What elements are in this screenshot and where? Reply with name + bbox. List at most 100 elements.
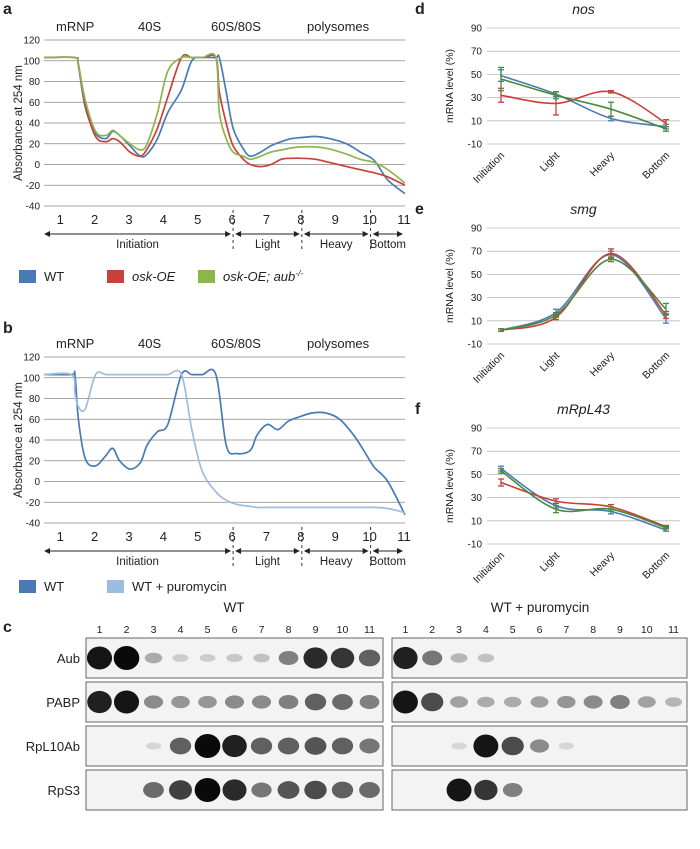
y-tick-label: 70 — [471, 47, 483, 58]
y-tick-label: 90 — [471, 424, 483, 435]
y-tick-label: -20 — [26, 181, 41, 192]
blot-band — [393, 646, 418, 670]
blot-band — [87, 690, 112, 714]
group-arrow-head — [44, 548, 50, 554]
lane-number: 11 — [668, 624, 679, 636]
blot-band — [331, 781, 354, 799]
fraction-number: 11 — [397, 529, 411, 544]
profile-line-osk-oe-aub- — [43, 52, 406, 184]
profile-header-label: mRNP — [56, 19, 94, 34]
group-arrow-head — [303, 548, 310, 554]
y-axis-label: mRNA level (%) — [444, 49, 456, 123]
fraction-number: 11 — [397, 212, 411, 227]
x-tick-label: Heavy — [588, 149, 618, 179]
blot-band — [359, 694, 380, 710]
fraction-number: 6 — [228, 212, 235, 227]
mrna-chart-nos: nos -10 10 30 50 70 90 mRNA level (%) Initiation… — [444, 1, 680, 186]
y-tick-label: 40 — [29, 119, 41, 130]
y-tick-label: 120 — [23, 353, 40, 364]
lane-number: 3 — [151, 624, 157, 636]
lane-number: 8 — [590, 624, 596, 636]
blot-band — [530, 696, 549, 708]
mrna-line — [500, 467, 667, 531]
legend-swatch — [198, 270, 215, 283]
blot-band — [558, 742, 574, 750]
blot-band — [172, 654, 189, 662]
fraction-number: 10 — [362, 212, 376, 227]
x-tick-label: Light — [538, 350, 563, 375]
fraction-number: 10 — [362, 529, 376, 544]
y-tick-label: 70 — [471, 447, 483, 458]
group-label: Heavy — [320, 239, 353, 251]
blot-band — [194, 778, 221, 802]
legend-swatch — [19, 270, 36, 283]
y-tick-label: 90 — [471, 24, 483, 35]
blot-band — [113, 646, 140, 670]
x-tick-label: Initiation — [471, 150, 507, 186]
profile-header-label: 60S/80S — [211, 19, 261, 34]
blot-band — [304, 693, 327, 711]
mrna-chart-mrpl43: mRpL43 -10 10 30 50 70 90 mRNA level (%) Initiat… — [444, 401, 680, 586]
blot-band — [253, 653, 270, 663]
blot-band — [304, 780, 327, 800]
y-tick-label: 100 — [23, 373, 40, 384]
blot-band — [332, 694, 353, 710]
blot-band — [113, 690, 140, 714]
y-tick-label: 0 — [34, 160, 40, 171]
lane-number: 6 — [232, 624, 238, 636]
y-tick-label: 50 — [471, 470, 483, 481]
legend-label: osk-OE; aub-/- — [223, 268, 303, 284]
y-tick-label: 30 — [471, 293, 483, 304]
group-label: Light — [255, 556, 281, 568]
group-arrow-head — [397, 548, 403, 554]
blot-band — [198, 695, 217, 709]
y-tick-label: 10 — [471, 116, 483, 127]
profile-header-label: 60S/80S — [211, 336, 261, 351]
y-tick-label: -40 — [26, 519, 41, 530]
blot-band — [303, 647, 328, 669]
blot-band — [251, 695, 272, 709]
lane-number: 4 — [178, 624, 184, 636]
y-tick-label: 70 — [471, 247, 483, 258]
fraction-number: 1 — [57, 529, 64, 544]
blot-band — [331, 737, 354, 755]
blot-row-label: RpS3 — [47, 783, 80, 798]
panel-label-f: f — [415, 401, 421, 418]
blot-band — [421, 692, 444, 712]
profile-line-osk-oe — [43, 53, 406, 187]
profile-line-wt-puromycin — [43, 369, 406, 514]
lane-number: 10 — [641, 624, 653, 636]
y-tick-label: 80 — [29, 77, 41, 88]
y-axis-label: Absorbance at 254 nm — [13, 382, 25, 498]
y-axis-label: mRNA level (%) — [444, 449, 456, 523]
legend-label: WT — [44, 579, 64, 594]
mrna-chart-smg: smg -10 10 30 50 70 90 mRNA level (%) Initiation… — [444, 201, 680, 386]
profile-header-label: 40S — [138, 19, 161, 34]
y-tick-label: 80 — [29, 394, 41, 405]
blot-band — [304, 737, 327, 755]
panel-label-a: a — [3, 1, 12, 18]
panel-label-d: d — [415, 1, 425, 18]
group-arrow-head — [235, 548, 242, 554]
fraction-number: 4 — [160, 212, 167, 227]
blot-band — [222, 779, 247, 801]
mrna-line — [500, 470, 667, 529]
x-tick-label: Light — [538, 550, 563, 575]
legend-b: WT WT + puromycin — [19, 579, 227, 594]
lane-number: 8 — [286, 624, 292, 636]
legend-label: WT + puromycin — [132, 579, 227, 594]
blot-band — [392, 690, 418, 714]
fraction-number: 2 — [91, 529, 98, 544]
blot-band — [422, 650, 443, 666]
panel-label-e: e — [415, 201, 424, 218]
fraction-number: 6 — [228, 529, 235, 544]
blot-title-right: WT + puromycin — [491, 600, 589, 615]
y-tick-label: 100 — [23, 56, 40, 67]
group-label: Bottom — [370, 239, 406, 251]
blot-band — [222, 734, 247, 758]
blot-title-left: WT — [224, 600, 245, 615]
lane-number: 6 — [537, 624, 543, 636]
lane-number: 4 — [483, 624, 489, 636]
y-tick-label: 60 — [29, 415, 41, 426]
lane-number: 11 — [364, 624, 375, 636]
